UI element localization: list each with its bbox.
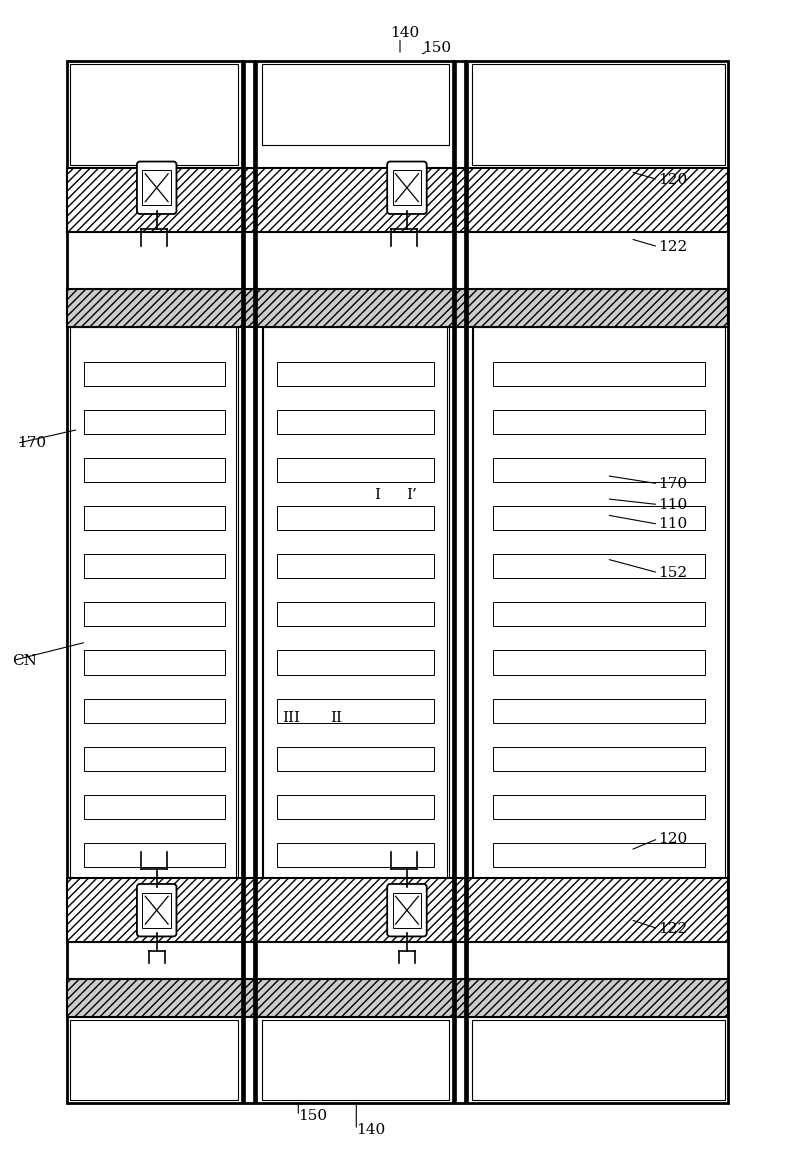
- Bar: [70, 1020, 238, 1100]
- Bar: [473, 327, 725, 878]
- Bar: [493, 651, 705, 674]
- Bar: [277, 651, 434, 674]
- Bar: [71, 65, 237, 164]
- Bar: [84, 362, 225, 386]
- Bar: [84, 506, 225, 531]
- FancyBboxPatch shape: [137, 162, 177, 214]
- Bar: [84, 698, 225, 723]
- Text: 120: 120: [658, 831, 687, 845]
- Bar: [70, 64, 238, 165]
- Text: 170: 170: [658, 477, 687, 491]
- Text: 150: 150: [298, 1109, 327, 1123]
- Bar: [277, 843, 434, 867]
- Bar: [473, 64, 725, 165]
- Bar: [452, 61, 456, 1103]
- Text: 152: 152: [658, 566, 687, 580]
- Text: 122: 122: [658, 240, 687, 254]
- Text: 122: 122: [658, 922, 687, 936]
- Bar: [493, 459, 705, 482]
- Bar: [84, 602, 225, 626]
- Bar: [493, 746, 705, 771]
- Bar: [493, 795, 705, 818]
- Bar: [493, 362, 705, 386]
- Bar: [493, 843, 705, 867]
- Bar: [277, 506, 434, 531]
- Bar: [474, 328, 724, 876]
- Bar: [263, 65, 448, 144]
- Bar: [67, 979, 728, 1017]
- Bar: [70, 327, 238, 878]
- Bar: [493, 698, 705, 723]
- Text: 120: 120: [658, 172, 687, 186]
- Bar: [142, 893, 171, 928]
- Text: 110: 110: [658, 497, 687, 511]
- Text: 150: 150: [422, 41, 451, 55]
- Bar: [84, 651, 225, 674]
- Bar: [71, 1021, 237, 1099]
- Bar: [262, 327, 449, 878]
- Bar: [463, 61, 467, 1103]
- FancyBboxPatch shape: [387, 883, 426, 936]
- Text: II: II: [330, 711, 342, 725]
- Bar: [71, 328, 237, 876]
- Bar: [67, 168, 728, 233]
- Bar: [277, 795, 434, 818]
- Bar: [263, 328, 448, 876]
- Bar: [277, 410, 434, 434]
- Bar: [84, 843, 225, 867]
- Bar: [277, 554, 434, 579]
- Bar: [241, 61, 245, 1103]
- Bar: [493, 602, 705, 626]
- Text: 140: 140: [390, 26, 420, 40]
- Bar: [262, 1020, 449, 1100]
- Bar: [84, 795, 225, 818]
- Text: 170: 170: [17, 436, 46, 450]
- Bar: [393, 170, 422, 205]
- Bar: [277, 746, 434, 771]
- Bar: [263, 1021, 448, 1099]
- Bar: [473, 1020, 725, 1100]
- FancyBboxPatch shape: [137, 883, 177, 936]
- Bar: [84, 410, 225, 434]
- Bar: [493, 506, 705, 531]
- Bar: [393, 893, 422, 928]
- Text: CN: CN: [12, 654, 37, 668]
- Bar: [493, 554, 705, 579]
- Text: I’: I’: [406, 489, 418, 503]
- Bar: [277, 362, 434, 386]
- Bar: [67, 289, 728, 327]
- Bar: [84, 459, 225, 482]
- Text: 110: 110: [658, 517, 687, 531]
- Text: I: I: [374, 489, 381, 503]
- Bar: [277, 698, 434, 723]
- Bar: [277, 602, 434, 626]
- Bar: [84, 554, 225, 579]
- Bar: [277, 459, 434, 482]
- Bar: [84, 746, 225, 771]
- Bar: [67, 61, 728, 1103]
- Text: 140: 140: [356, 1123, 386, 1137]
- FancyBboxPatch shape: [387, 162, 426, 214]
- Bar: [474, 1021, 724, 1099]
- Bar: [493, 410, 705, 434]
- Text: III: III: [282, 711, 301, 725]
- Bar: [67, 878, 728, 943]
- Bar: [262, 64, 449, 146]
- Bar: [474, 65, 724, 164]
- Bar: [142, 170, 171, 205]
- Bar: [253, 61, 257, 1103]
